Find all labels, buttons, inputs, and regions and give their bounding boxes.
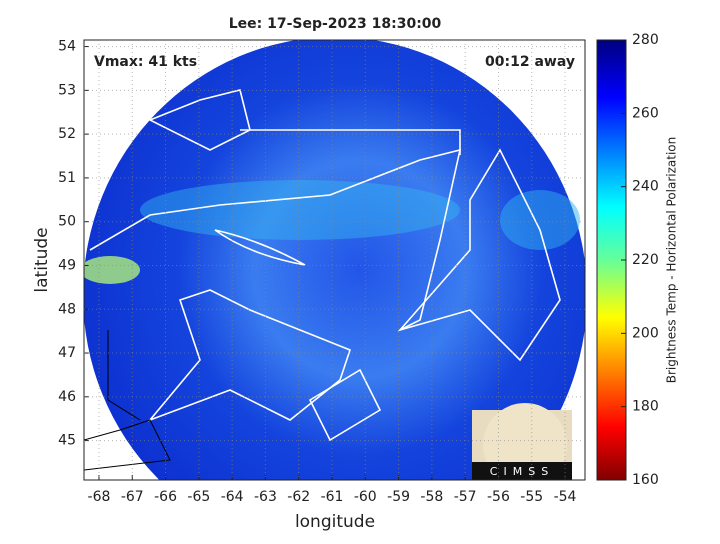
y-tick-label: 48 [58,301,76,317]
x-tick-label: -63 [254,489,277,505]
x-tick-label: -68 [88,489,111,505]
y-tick-label: 51 [58,170,76,186]
swath-feature [140,180,460,240]
y-tick-label: 47 [58,345,76,361]
colorbar-tick-label: 280 [632,32,659,48]
y-tick-label: 50 [58,214,76,230]
colorbar-tick-label: 180 [632,399,659,415]
x-tick-label: -56 [487,489,510,505]
swath-feature [84,256,140,284]
title: Lee: 17-Sep-2023 18:30:00 [229,16,442,32]
y-axis-label: latitude [32,227,52,292]
x-tick-label: -61 [321,489,344,505]
y-tick-label: 46 [58,389,76,405]
map-area: CIMSS [84,40,585,480]
x-tick-label: -59 [387,489,410,505]
x-tick-label: -65 [187,489,210,505]
x-tick-label: -64 [221,489,244,505]
colorbar-label: Brightness Temp - Horizontal Polarizatio… [665,137,679,384]
y-tick-label: 52 [58,126,76,142]
x-tick-label: -54 [554,489,577,505]
x-tick-label: -57 [454,489,477,505]
x-tick-label: -66 [154,489,177,505]
x-axis-label: longitude [295,512,375,532]
logo-band [472,462,572,480]
y-tick-label: 53 [58,82,76,98]
colorbar-tick-label: 240 [632,179,659,195]
colorbar-tick-label: 220 [632,252,659,268]
x-tick-label: -60 [354,489,377,505]
coastlines [89,89,561,442]
x-tick-label: -55 [520,489,543,505]
colorbar-tick-label: 160 [632,472,659,488]
x-tick-label: -58 [420,489,443,505]
y-tick-label: 45 [58,433,76,449]
annotation: 00:12 away [485,54,575,70]
logo-circle [483,403,567,480]
logo-text: CIMSS [490,465,554,478]
swath-feature [500,190,580,250]
colorbar-tick-label: 260 [632,105,659,121]
y-tick-label: 49 [58,257,76,273]
x-tick-label: -62 [287,489,310,505]
x-tick-label: -67 [121,489,144,505]
colorbar-tick-label: 200 [632,325,659,341]
plot-frame [83,39,586,481]
y-tick-label: 54 [58,39,76,55]
annotation: Vmax: 41 kts [94,54,197,70]
